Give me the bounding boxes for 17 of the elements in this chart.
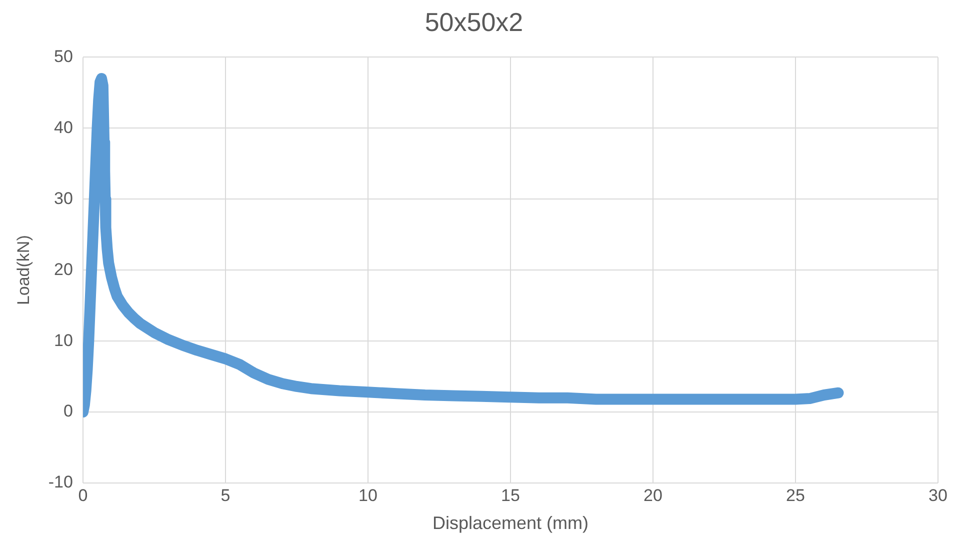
chart-title: 50x50x2 [424,6,524,37]
x-tick-label: 15 [501,486,520,505]
y-tick-label: 10 [54,330,73,350]
y-tick-label: 20 [54,260,73,279]
y-tick-label: 30 [54,188,73,208]
x-tick-label: 30 [928,486,948,505]
y-tick-label: 50 [54,46,73,66]
x-tick-label: 5 [220,486,230,505]
y-tick-label: -10 [48,472,73,492]
y-tick-label: 40 [54,118,73,137]
x-tick-label: 25 [786,486,805,505]
y-tick-label: 0 [64,402,73,421]
x-axis-title: Displacement (mm) [432,513,588,534]
x-tick-label: 0 [78,486,88,505]
x-tick-label: 20 [644,486,662,505]
x-tick-label: 10 [358,486,378,505]
y-axis-title: Load(kN) [14,235,33,306]
